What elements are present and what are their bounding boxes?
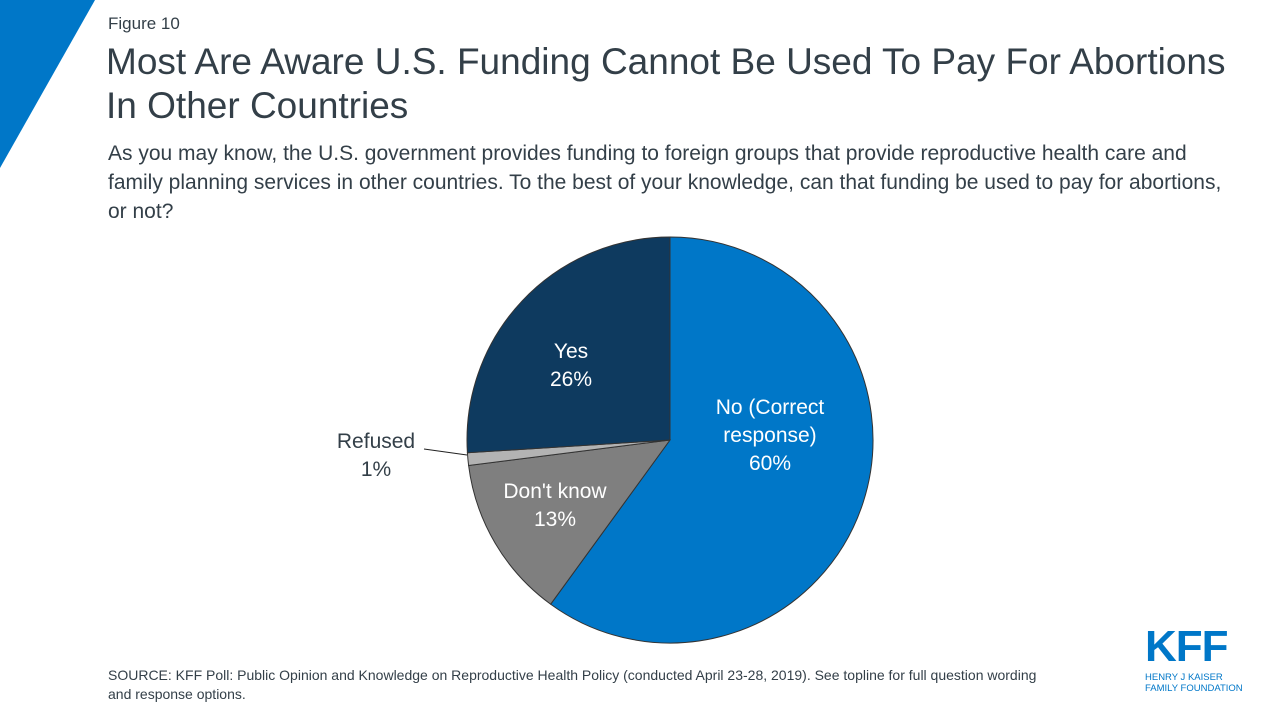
pie-slice-don-t-know (468, 439, 672, 605)
corner-accent (0, 0, 95, 168)
source-note: SOURCE: KFF Poll: Public Opinion and Kno… (108, 667, 1037, 702)
kff-logo: KFF HENRY J KAISER FAMILY FOUNDATION (1145, 622, 1243, 694)
slice-value-label: 26% (550, 368, 592, 391)
logo-line2: FAMILY FOUNDATION (1145, 683, 1243, 694)
refused-leader-line (423, 448, 468, 456)
slice-value-label: 13% (534, 508, 576, 531)
slice-category-label: No (Correct (716, 396, 825, 419)
slice-category-label: response) (723, 424, 816, 447)
slice-category-label: Yes (554, 340, 588, 363)
logo-line1: HENRY J KAISER (1145, 672, 1223, 683)
chart-subtitle: As you may know, the U.S. government pro… (108, 142, 1222, 223)
pie-slice-yes (466, 236, 671, 454)
pie-slice-no-correct-response- (549, 236, 874, 644)
chart-title: Most Are Aware U.S. Funding Cannot Be Us… (106, 41, 1226, 126)
figure-label: Figure 10 (108, 14, 180, 33)
slice-value-label: 60% (749, 452, 791, 475)
slice-value-label: 1% (361, 458, 391, 481)
logo-mark: KFF (1145, 622, 1229, 671)
slice-category-label: Refused (337, 430, 415, 453)
slice-category-label: Don't know (503, 480, 607, 503)
